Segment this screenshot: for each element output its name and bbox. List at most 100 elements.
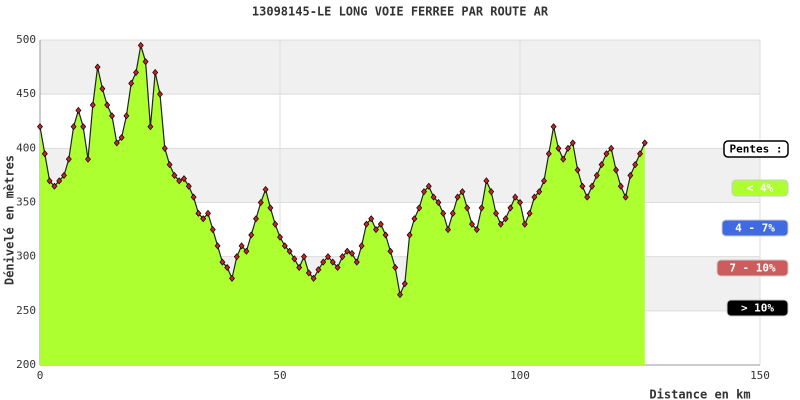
point-marker (387, 247, 394, 255)
point-marker (310, 274, 317, 282)
point-marker (118, 133, 125, 142)
point-marker (99, 85, 106, 93)
y-axis-label: Dénivelé en mètres (3, 155, 17, 285)
point-marker (195, 209, 202, 217)
point-marker (109, 112, 115, 120)
point-marker (248, 231, 255, 239)
point-marker (238, 242, 245, 250)
point-marker (363, 220, 370, 228)
point-marker (214, 242, 221, 250)
point-marker (598, 161, 605, 169)
point-marker (56, 177, 63, 185)
point-marker (133, 68, 139, 77)
point-marker (171, 171, 178, 179)
point-marker (627, 171, 634, 179)
point-marker (445, 226, 451, 234)
point-marker (267, 204, 274, 212)
point-marker (483, 177, 490, 185)
x-tick-label: 0 (37, 369, 44, 382)
point-marker (291, 255, 298, 263)
point-marker (353, 258, 360, 266)
point-marker (190, 193, 197, 201)
point-marker (536, 188, 543, 196)
point-marker (632, 161, 639, 169)
point-marker (411, 215, 418, 223)
point-marker (421, 188, 427, 196)
point-marker (152, 68, 159, 77)
point-marker (262, 185, 269, 194)
point-marker (406, 231, 413, 239)
point-marker (449, 209, 456, 217)
legend-swatch (716, 259, 789, 277)
point-marker (521, 220, 528, 228)
point-marker (560, 155, 567, 163)
point-marker (224, 263, 231, 272)
point-marker (85, 155, 91, 163)
point-marker (478, 204, 485, 212)
point-marker (166, 161, 173, 169)
point-marker (157, 90, 163, 98)
point-marker (301, 253, 307, 261)
point-marker (161, 144, 168, 152)
point-marker (454, 193, 461, 201)
plot-band (40, 40, 760, 95)
point-marker (368, 215, 375, 223)
point-marker (181, 175, 187, 183)
legend: Pentes : < 4% 4 - 7% 7 - 10% > 10% (716, 140, 789, 317)
point-marker (147, 123, 154, 131)
legend-title: Pentes : (730, 143, 783, 156)
point-marker (425, 182, 432, 190)
legend-label: > 10% (741, 302, 774, 315)
y-tick-label: 200 (16, 358, 36, 371)
point-marker (435, 198, 442, 207)
point-marker (550, 123, 557, 131)
point-marker (497, 220, 504, 228)
x-tick-label: 50 (273, 369, 286, 382)
point-marker (128, 79, 135, 87)
elevation-area (40, 45, 645, 366)
point-marker (272, 220, 279, 228)
point-marker (637, 150, 643, 158)
point-marker (142, 58, 149, 66)
point-marker (137, 41, 144, 49)
point-marker (315, 266, 322, 274)
y-tick-label: 500 (16, 33, 36, 46)
legend-label: 4 - 7% (735, 222, 775, 235)
point-marker (281, 242, 288, 250)
point-marker (603, 150, 610, 158)
y-tick-label: 250 (16, 304, 36, 317)
point-marker (593, 171, 600, 179)
point-marker (296, 263, 303, 272)
point-marker (531, 193, 538, 201)
point-marker (493, 209, 499, 217)
point-marker (622, 193, 629, 201)
point-marker (253, 215, 259, 223)
point-marker (243, 247, 250, 255)
point-marker (517, 198, 523, 207)
point-marker (541, 177, 547, 185)
point-marker (205, 209, 211, 217)
point-marker (507, 204, 514, 212)
point-marker (589, 182, 595, 190)
point-marker (377, 220, 384, 228)
point-marker (104, 101, 111, 109)
y-tick-label: 400 (16, 141, 36, 154)
point-marker (473, 226, 480, 234)
point-marker (469, 220, 475, 228)
legend-swatch (726, 299, 789, 317)
point-marker (185, 182, 192, 190)
point-marker (526, 209, 533, 217)
point-marker (574, 166, 581, 174)
point-marker (209, 226, 216, 234)
legend-swatch (721, 219, 789, 237)
point-marker (320, 258, 327, 266)
point-marker (325, 253, 331, 261)
point-marker (349, 249, 355, 257)
point-marker (286, 247, 293, 255)
point-marker (584, 193, 591, 201)
point-marker (401, 280, 408, 288)
point-marker (257, 198, 264, 207)
point-marker (545, 150, 552, 158)
point-marker (334, 263, 341, 272)
